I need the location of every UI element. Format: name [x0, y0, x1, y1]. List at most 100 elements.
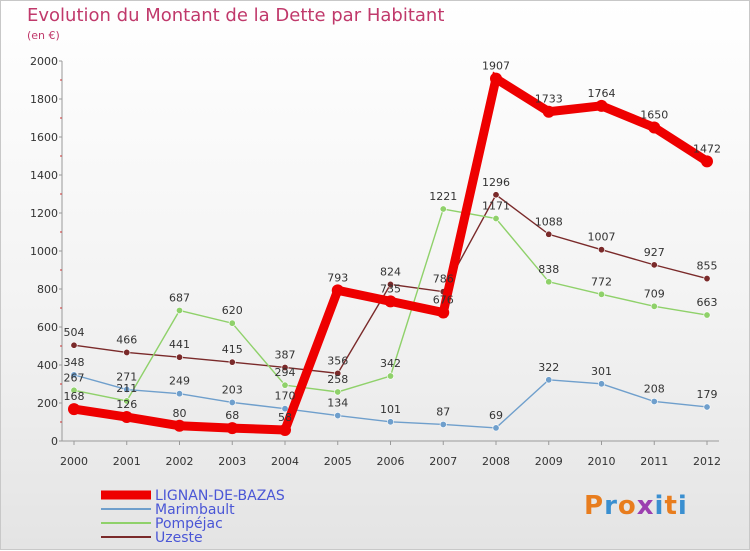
data-label: 441	[169, 338, 190, 351]
data-point	[334, 412, 342, 420]
y-tick-label: 0	[51, 435, 58, 448]
x-tick-label: 2007	[429, 455, 457, 468]
data-point	[648, 121, 661, 134]
data-label: 793	[327, 271, 348, 284]
data-label: 676	[433, 294, 454, 307]
y-tick-label: 1800	[30, 93, 58, 106]
data-point	[334, 388, 342, 396]
data-point	[70, 386, 78, 394]
data-label: 466	[116, 333, 137, 346]
data-label: 134	[327, 397, 348, 410]
data-point	[228, 358, 236, 366]
y-tick-label: 1200	[30, 207, 58, 220]
data-point	[331, 284, 344, 297]
data-point	[384, 295, 397, 308]
data-label: 170	[275, 390, 296, 403]
data-label: 1171	[482, 200, 510, 213]
data-point	[650, 397, 658, 405]
data-point	[281, 405, 289, 413]
data-label: 786	[433, 273, 454, 286]
data-point	[68, 403, 80, 416]
data-point	[545, 230, 553, 238]
x-tick-label: 2009	[535, 455, 563, 468]
data-point	[703, 311, 711, 319]
data-label: 179	[697, 388, 718, 401]
data-label: 294	[275, 366, 296, 379]
data-point	[123, 348, 131, 356]
y-tick-label: 200	[37, 397, 58, 410]
data-label: 126	[116, 398, 137, 411]
y-tick-label: 1000	[30, 245, 58, 258]
data-label: 504	[64, 326, 85, 339]
data-point	[386, 372, 394, 380]
x-tick-label: 2002	[166, 455, 194, 468]
data-point	[281, 363, 289, 371]
data-label: 168	[64, 390, 85, 403]
data-point	[492, 215, 500, 223]
proxiti-logo: Proxiti	[584, 491, 688, 521]
data-label: 772	[591, 275, 612, 288]
data-point	[228, 319, 236, 327]
data-point	[492, 424, 500, 432]
data-point	[703, 275, 711, 283]
data-point	[597, 380, 605, 388]
y-unit-label: (en €)	[27, 29, 60, 42]
data-label: 824	[380, 265, 401, 278]
data-label: 267	[64, 371, 85, 384]
x-tick-label: 2005	[324, 455, 352, 468]
data-point	[542, 105, 555, 118]
data-point	[176, 306, 184, 314]
data-label: 87	[436, 405, 450, 418]
data-point	[228, 398, 236, 406]
data-point	[701, 155, 713, 168]
data-label: 387	[275, 348, 296, 361]
data-point	[279, 423, 291, 436]
data-point	[492, 191, 500, 199]
data-point	[70, 341, 78, 349]
legend-label: LIGNAN-DE-BAZAS	[155, 488, 285, 504]
data-label: 342	[380, 357, 401, 370]
data-label: 415	[222, 343, 243, 356]
data-label: 1296	[482, 176, 510, 189]
data-point	[281, 381, 289, 389]
data-label: 687	[169, 291, 190, 304]
legend-label: Pompéjac	[155, 516, 223, 532]
x-tick-label: 2010	[588, 455, 616, 468]
data-point	[70, 371, 78, 379]
x-tick-label: 2003	[218, 455, 246, 468]
data-point	[597, 246, 605, 254]
data-point	[386, 418, 394, 426]
y-tick-label: 400	[37, 359, 58, 372]
data-label: 249	[169, 375, 190, 388]
x-tick-label: 2011	[640, 455, 668, 468]
data-label: 1733	[535, 93, 563, 106]
data-point	[334, 369, 342, 377]
data-point	[439, 205, 447, 213]
data-point	[703, 403, 711, 411]
x-tick-label: 2001	[113, 455, 141, 468]
legend-label: Uzeste	[155, 530, 203, 546]
data-point	[120, 411, 133, 424]
data-label: 348	[64, 356, 85, 369]
data-point	[595, 99, 608, 112]
data-label: 1007	[588, 231, 616, 244]
data-point	[439, 420, 447, 428]
data-point	[545, 278, 553, 286]
x-tick-label: 2012	[693, 455, 721, 468]
data-point	[123, 397, 131, 405]
y-tick-label: 800	[37, 283, 58, 296]
data-point	[490, 72, 502, 85]
data-label: 322	[538, 361, 559, 374]
data-label: 1088	[535, 215, 563, 228]
data-label: 258	[327, 373, 348, 386]
data-label: 208	[644, 382, 665, 395]
data-label: 620	[222, 304, 243, 317]
data-point	[545, 376, 553, 384]
y-tick-label: 600	[37, 321, 58, 334]
y-tick-label: 1400	[30, 169, 58, 182]
data-label: 663	[697, 296, 718, 309]
data-label: 69	[489, 409, 503, 422]
data-point	[650, 261, 658, 269]
